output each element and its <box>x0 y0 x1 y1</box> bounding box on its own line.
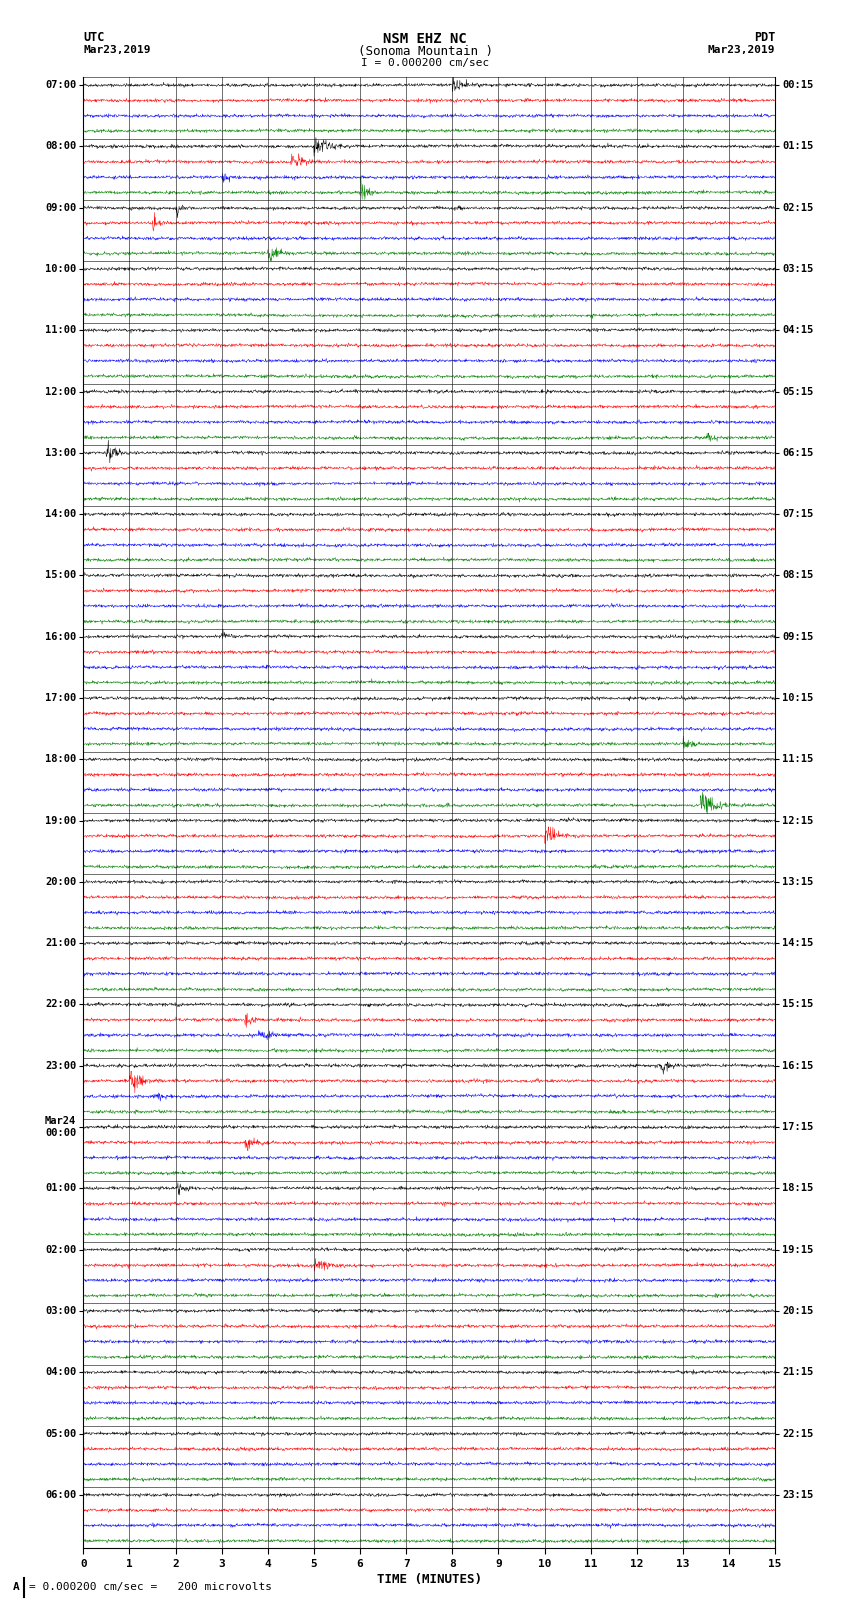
Text: Mar23,2019: Mar23,2019 <box>83 45 150 55</box>
Text: Mar23,2019: Mar23,2019 <box>708 45 775 55</box>
Text: NSM EHZ NC: NSM EHZ NC <box>383 32 467 47</box>
Text: I = 0.000200 cm/sec: I = 0.000200 cm/sec <box>361 58 489 68</box>
Text: PDT: PDT <box>754 31 775 44</box>
X-axis label: TIME (MINUTES): TIME (MINUTES) <box>377 1573 482 1586</box>
Text: = 0.000200 cm/sec =   200 microvolts: = 0.000200 cm/sec = 200 microvolts <box>29 1582 272 1592</box>
Text: A: A <box>13 1582 20 1592</box>
Text: (Sonoma Mountain ): (Sonoma Mountain ) <box>358 45 492 58</box>
Text: UTC: UTC <box>83 31 105 44</box>
